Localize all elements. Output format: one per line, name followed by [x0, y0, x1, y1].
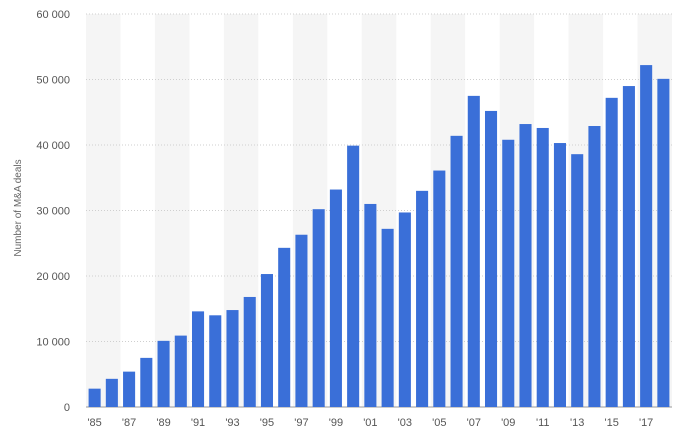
y-axis-tick-labels: 0 10 000 20 000 30 000 40 000 50 000 60 000 [36, 9, 70, 414]
bar[interactable] [484, 110, 498, 407]
bar[interactable] [553, 143, 567, 407]
x-tick-label: '89 [156, 417, 170, 429]
bar[interactable] [88, 388, 101, 407]
bar[interactable] [260, 274, 274, 407]
y-tick-label: 40 000 [36, 140, 70, 152]
bar[interactable] [157, 340, 170, 407]
x-tick-label: '99 [329, 417, 343, 429]
y-tick-label: 0 [64, 402, 70, 414]
x-tick-label: '15 [605, 417, 619, 429]
y-tick-label: 20 000 [36, 271, 70, 283]
bar[interactable] [433, 170, 446, 407]
bar[interactable] [640, 65, 653, 407]
bar[interactable] [140, 357, 153, 407]
x-tick-label: '17 [639, 417, 653, 429]
x-tick-label: '93 [225, 417, 239, 429]
bar[interactable] [398, 212, 411, 407]
y-tick-label: 30 000 [36, 206, 70, 218]
bar[interactable] [519, 124, 532, 407]
bar[interactable] [123, 371, 136, 407]
x-tick-label: '11 [536, 417, 550, 429]
bar[interactable] [209, 315, 222, 407]
bar[interactable] [364, 203, 377, 407]
bar[interactable] [191, 311, 205, 407]
bar[interactable] [467, 95, 480, 407]
bar[interactable] [329, 189, 342, 407]
bar[interactable] [605, 97, 618, 407]
x-tick-label: '85 [87, 417, 101, 429]
bar[interactable] [502, 139, 515, 407]
bar[interactable] [226, 310, 239, 407]
y-axis-label: Number of M&A deals [13, 159, 24, 256]
bar[interactable] [312, 209, 325, 407]
x-tick-label: '03 [398, 417, 412, 429]
bar[interactable] [588, 126, 601, 407]
bar[interactable] [571, 154, 584, 407]
x-tick-label: '13 [570, 417, 584, 429]
x-tick-label: '07 [467, 417, 481, 429]
x-tick-label: '09 [501, 417, 515, 429]
x-tick-label: '95 [260, 417, 274, 429]
bar[interactable] [536, 127, 549, 407]
y-tick-label: 50 000 [36, 75, 70, 87]
y-tick-label: 60 000 [36, 9, 70, 21]
y-tick-label: 10 000 [36, 337, 70, 349]
bars [88, 65, 670, 408]
bar[interactable] [416, 190, 429, 407]
x-axis-tick-labels: '85 '87 '89 '91 '93 '95 '97 '99 '01 '03 '05 '07 '09 '… [87, 417, 653, 429]
background-band [86, 14, 121, 407]
bar[interactable] [105, 378, 118, 407]
bar[interactable] [450, 135, 463, 407]
bar[interactable] [278, 247, 291, 407]
bar[interactable] [381, 228, 394, 407]
bar[interactable] [295, 234, 308, 407]
x-tick-label: '91 [191, 417, 205, 429]
bar[interactable] [622, 86, 635, 408]
bar[interactable] [657, 78, 670, 407]
bar[interactable] [347, 145, 360, 407]
x-tick-label: '01 [363, 417, 377, 429]
x-tick-label: '05 [432, 417, 446, 429]
x-tick-label: '97 [294, 417, 308, 429]
bar[interactable] [174, 335, 187, 407]
bar[interactable] [243, 296, 256, 407]
x-tick-label: '87 [122, 417, 136, 429]
